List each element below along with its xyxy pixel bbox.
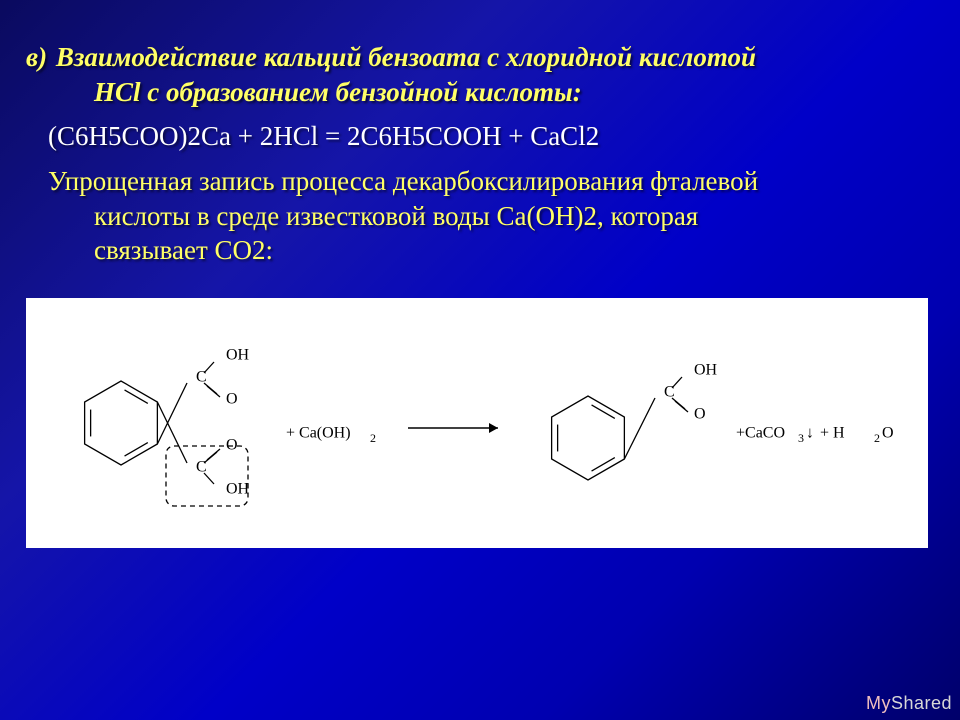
svg-text:3: 3 bbox=[798, 431, 804, 445]
body-text: Упрощенная запись процесса декарбоксилир… bbox=[48, 164, 928, 268]
reaction-diagram-panel: COOHCOOH+ Ca(OH)2COOH+CaCO3↓ + H2O bbox=[26, 298, 928, 548]
svg-text:C: C bbox=[196, 459, 207, 476]
title-line2: HCl с образованием бензойной кислоты: bbox=[48, 75, 928, 110]
svg-text:O: O bbox=[226, 437, 238, 454]
svg-text:+ Ca(OH): + Ca(OH) bbox=[286, 425, 351, 442]
svg-text:O: O bbox=[882, 425, 894, 442]
svg-text:OH: OH bbox=[226, 347, 250, 364]
equation-line: (C6H5COO)2Ca + 2HCl = 2C6H5COOH + CaCl2 bbox=[48, 119, 928, 154]
watermark-my: My bbox=[866, 693, 891, 713]
svg-text:2: 2 bbox=[370, 431, 376, 445]
svg-text:+CaCO: +CaCO bbox=[736, 425, 785, 442]
svg-text:2: 2 bbox=[874, 431, 880, 445]
body-line1: Упрощенная запись процесса декарбоксилир… bbox=[48, 166, 758, 196]
watermark-shared: Shared bbox=[891, 693, 952, 713]
svg-text:OH: OH bbox=[694, 362, 718, 379]
svg-text:OH: OH bbox=[226, 481, 250, 498]
slide-title: в) Взаимодействие кальций бензоата с хло… bbox=[48, 40, 928, 109]
svg-text:O: O bbox=[694, 406, 706, 423]
title-line1: Взаимодействие кальций бензоата с хлорид… bbox=[56, 42, 756, 72]
svg-text:O: O bbox=[226, 391, 238, 408]
title-label: в) bbox=[26, 42, 49, 72]
svg-text:↓: ↓ bbox=[806, 425, 814, 442]
body-line3: связывает CO2: bbox=[48, 233, 928, 268]
watermark: MyShared bbox=[866, 693, 952, 714]
body-line2: кислоты в среде известковой воды Ca(OH)2… bbox=[48, 199, 928, 234]
reaction-diagram-svg: COOHCOOH+ Ca(OH)2COOH+CaCO3↓ + H2O bbox=[26, 298, 928, 548]
svg-text:+ H: + H bbox=[820, 425, 845, 442]
